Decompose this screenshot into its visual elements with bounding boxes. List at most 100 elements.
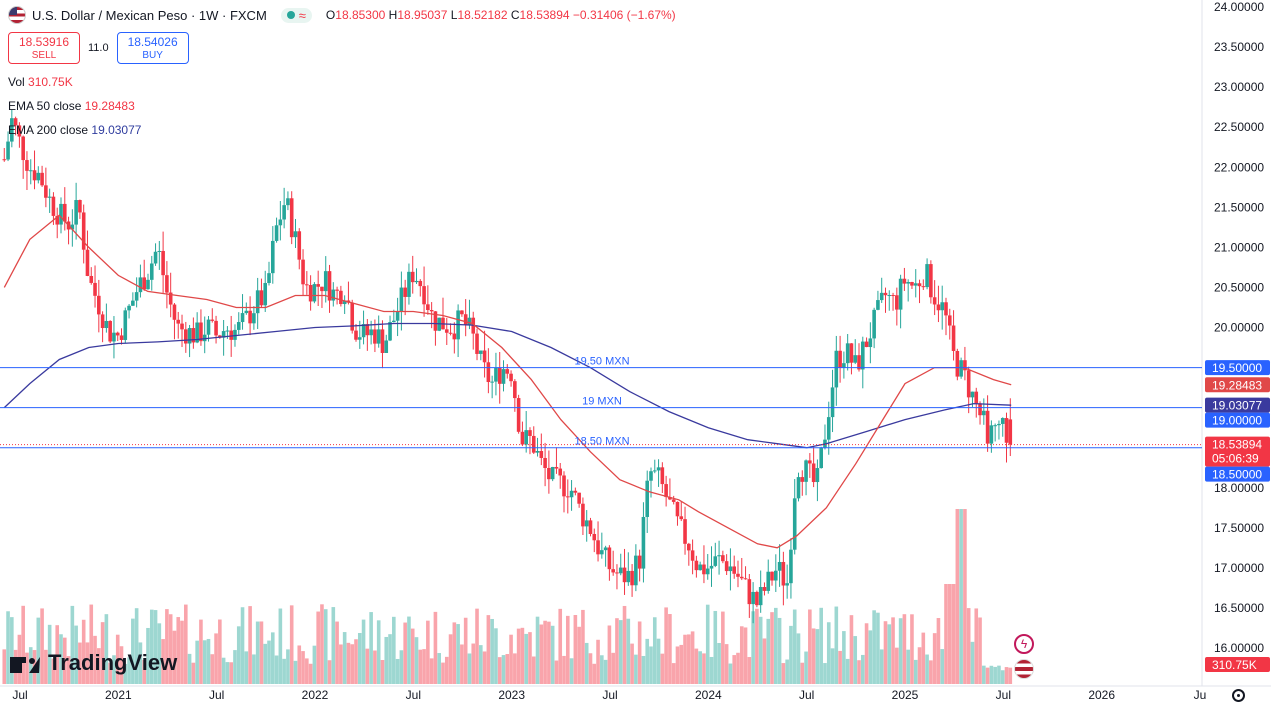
- volume-bar: [622, 605, 627, 684]
- candle-body: [660, 467, 665, 485]
- ema200-indicator-legend[interactable]: EMA 200 close 19.03077: [8, 123, 141, 137]
- y-tick-label: 17.50000: [1214, 521, 1264, 535]
- candle-body: [81, 212, 86, 250]
- volume-bar: [373, 650, 377, 684]
- wave-icon: ≈: [298, 7, 306, 23]
- volume-bar: [615, 618, 619, 684]
- candle-body: [641, 516, 646, 569]
- ema200-value: 19.03077: [91, 123, 142, 137]
- volume-bar: [826, 622, 831, 684]
- buy-button[interactable]: 18.54026 BUY: [116, 32, 189, 64]
- candle-body: [229, 330, 233, 340]
- candle-body: [505, 369, 510, 374]
- candle-body: [513, 381, 517, 399]
- volume-bar: [51, 658, 56, 684]
- volume-bar: [705, 604, 710, 684]
- close-value: 18.53894: [519, 8, 570, 22]
- candle-body: [384, 340, 389, 353]
- candle-body: [550, 466, 555, 480]
- volume-bar: [917, 647, 922, 684]
- volume-bar: [36, 617, 41, 684]
- candle-body: [543, 457, 547, 469]
- volume-bar: [842, 631, 846, 684]
- volume-bar: [649, 646, 653, 684]
- candle-body: [547, 468, 551, 480]
- volume-bar: [739, 626, 744, 684]
- lightning-icon[interactable]: ϟ: [1014, 634, 1034, 654]
- candle-body: [539, 450, 544, 458]
- candle-body: [210, 319, 215, 321]
- volume-bar: [104, 614, 109, 684]
- volume-bar: [482, 651, 487, 684]
- candle-body: [44, 185, 48, 198]
- volume-bar: [191, 662, 196, 684]
- market-status-badge[interactable]: ≈: [280, 7, 312, 23]
- candle-body: [278, 219, 283, 226]
- volume-bar: [248, 606, 252, 684]
- volume-bar: [10, 617, 14, 684]
- volume-bar: [747, 657, 752, 684]
- volume-indicator-legend[interactable]: Vol 310.75K: [8, 75, 73, 89]
- volume-bar: [702, 653, 706, 684]
- volume-bar: [762, 638, 767, 684]
- candle-body: [728, 566, 733, 572]
- x-tick-label: Jul: [996, 688, 1011, 702]
- volume-bar: [112, 655, 116, 684]
- candle-body: [161, 250, 165, 276]
- symbol-title[interactable]: U.S. Dollar / Mexican Peso · 1W · FXCM: [32, 7, 267, 23]
- volume-bar: [815, 629, 820, 684]
- volume-bar: [59, 634, 63, 684]
- volume-bar: [134, 608, 139, 684]
- volume-bar: [577, 626, 581, 684]
- candle-body: [138, 277, 143, 293]
- volume-bar: [149, 609, 154, 684]
- volume-bar: [25, 652, 29, 684]
- candle-body: [187, 328, 192, 344]
- y-tick-label: 22.50000: [1214, 120, 1264, 134]
- ema50-indicator-legend[interactable]: EMA 50 close 19.28483: [8, 99, 135, 113]
- candle-body: [724, 561, 729, 572]
- volume-bar: [282, 658, 286, 684]
- candle-body: [6, 141, 10, 160]
- x-tick-label: Jul: [12, 688, 27, 702]
- candle-body: [467, 317, 472, 325]
- volume-bar: [320, 604, 324, 684]
- candle-body: [482, 350, 487, 363]
- volume-bar: [437, 653, 442, 684]
- candle-body: [28, 170, 33, 172]
- volume-bar: [531, 656, 536, 684]
- volume-bar: [539, 624, 544, 684]
- sell-button[interactable]: 18.53916 SELL: [8, 32, 80, 64]
- volume-bar: [860, 654, 865, 684]
- candle-body: [403, 287, 407, 297]
- candle-body: [535, 450, 540, 453]
- volume-bar: [184, 604, 188, 684]
- us-flag-badge-icon[interactable]: [1014, 659, 1034, 679]
- candle-body: [380, 329, 385, 353]
- candle-body: [460, 310, 464, 315]
- volume-bar: [626, 618, 631, 684]
- settings-icon[interactable]: [1232, 689, 1245, 702]
- volume-bar: [921, 632, 926, 684]
- x-tick-label: 2021: [105, 688, 132, 702]
- tradingview-logo[interactable]: TradingView: [10, 650, 177, 676]
- candle-body: [603, 547, 608, 551]
- candle-body: [592, 533, 597, 541]
- candle-body: [656, 467, 661, 471]
- volume-bar: [410, 628, 415, 684]
- low-value: 18.52182: [457, 8, 508, 22]
- volume-bar: [221, 657, 226, 684]
- volume-bar: [887, 624, 892, 684]
- volume-bar: [528, 632, 532, 684]
- candle-body: [668, 497, 672, 500]
- candle-body: [762, 587, 767, 591]
- price-axis-tag-text: 19.50000: [1212, 361, 1262, 375]
- candle-body: [448, 332, 453, 334]
- volume-bar: [297, 645, 302, 684]
- candle-body: [528, 430, 532, 436]
- volume-bar: [47, 624, 52, 684]
- volume-bar: [278, 608, 283, 684]
- volume-bar: [289, 605, 294, 684]
